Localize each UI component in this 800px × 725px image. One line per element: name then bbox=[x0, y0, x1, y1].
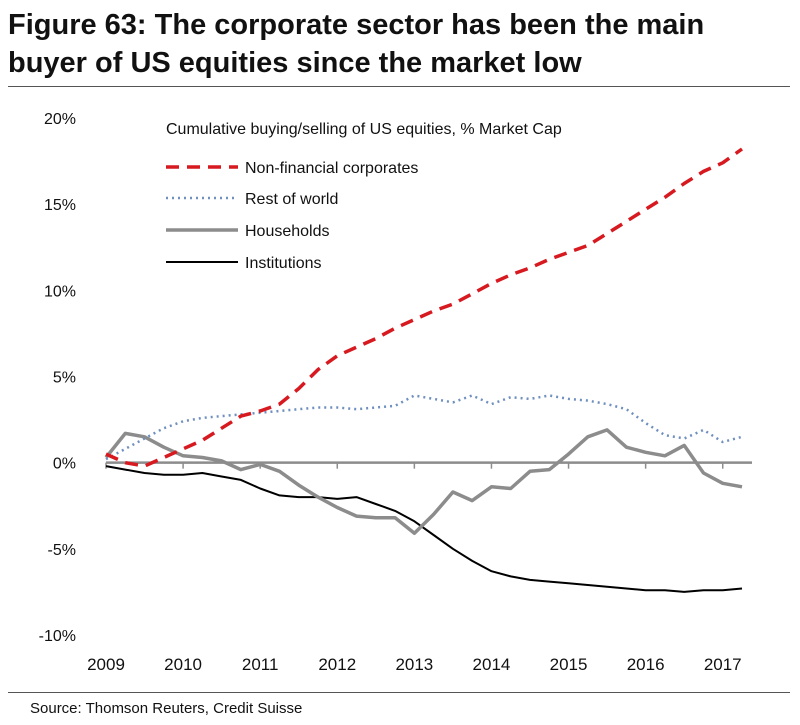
source-note: Source: Thomson Reuters, Credit Suisse bbox=[30, 700, 303, 717]
legend-label: Institutions bbox=[245, 255, 321, 272]
y-tick-label: 20% bbox=[44, 111, 76, 128]
y-tick-label: 10% bbox=[44, 283, 76, 300]
y-tick-label: -10% bbox=[39, 628, 76, 645]
legend-label: Rest of world bbox=[245, 191, 338, 208]
series-line-households bbox=[104, 428, 743, 536]
x-tick-label: 2015 bbox=[550, 655, 588, 674]
x-axis-ticks: 2009 2010 2011 2012 2013 2014 2015 2016 2017 bbox=[87, 462, 742, 674]
series-line-rest-of-world bbox=[105, 394, 743, 461]
series-lines bbox=[104, 147, 744, 593]
x-tick-label: 2017 bbox=[704, 655, 742, 674]
x-tick-label: 2016 bbox=[627, 655, 665, 674]
legend-label: Non-financial corporates bbox=[245, 160, 418, 177]
legend-label: Households bbox=[245, 223, 330, 240]
x-tick-label: 2012 bbox=[318, 655, 356, 674]
y-tick-label: 0% bbox=[53, 456, 76, 473]
x-tick-label: 2009 bbox=[87, 655, 125, 674]
x-tick-label: 2013 bbox=[395, 655, 433, 674]
y-axis-ticks: 20% 15% 10% 5% 0% -5% -10% bbox=[39, 111, 76, 645]
chart-title: Figure 63: The corporate sector has been… bbox=[8, 9, 705, 79]
x-tick-label: 2011 bbox=[242, 655, 279, 674]
y-tick-label: 15% bbox=[44, 197, 76, 214]
series-line-institutions bbox=[105, 465, 743, 593]
y-tick-label: -5% bbox=[48, 542, 76, 559]
source-divider bbox=[8, 692, 790, 693]
x-tick-label: 2014 bbox=[473, 655, 511, 674]
x-tick-label: 2010 bbox=[164, 655, 202, 674]
legend: Non-financial corporates Rest of world Hou… bbox=[166, 160, 418, 272]
y-tick-label: 5% bbox=[53, 370, 76, 387]
title-divider bbox=[8, 86, 790, 87]
chart-subtitle: Cumulative buying/selling of US equities… bbox=[166, 121, 562, 138]
series-line-non-financial-corporates bbox=[105, 147, 744, 468]
